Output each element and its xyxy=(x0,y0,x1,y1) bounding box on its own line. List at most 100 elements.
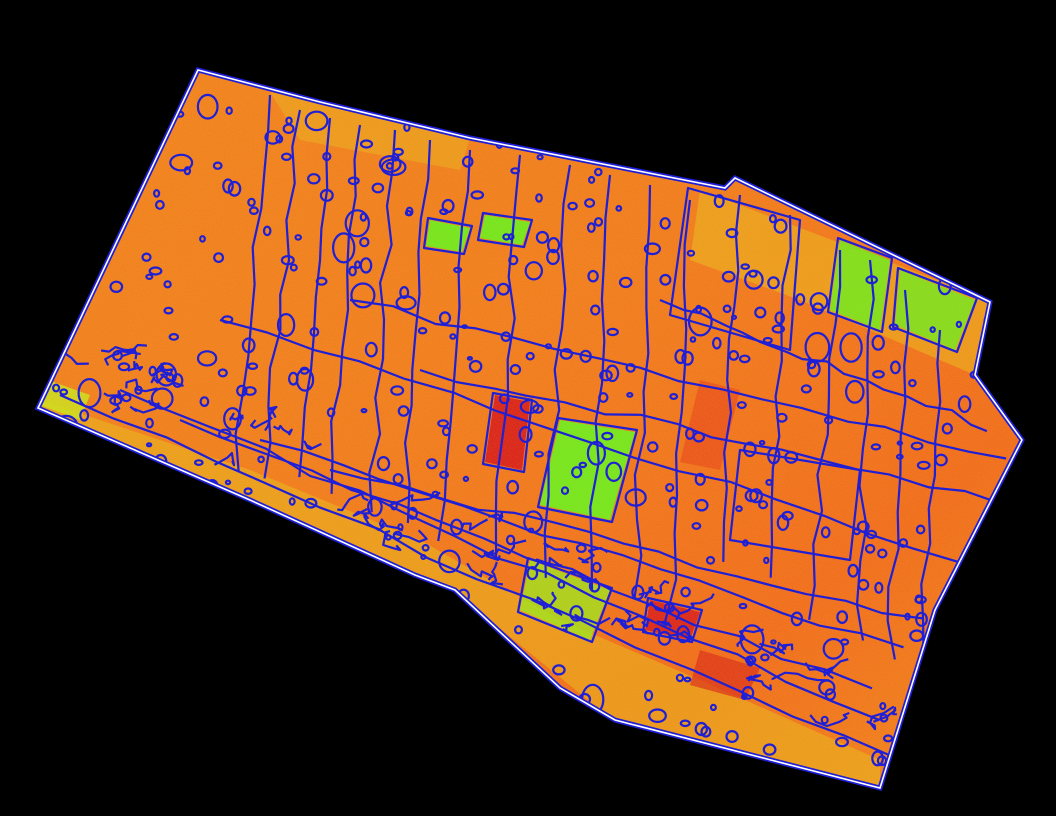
contour-row xyxy=(808,249,842,620)
contour-blob xyxy=(626,392,634,398)
contour-row xyxy=(886,289,910,660)
contour-blob xyxy=(694,472,706,486)
contour-blob xyxy=(643,242,662,256)
contour-blob xyxy=(668,496,678,508)
contour-squiggle xyxy=(337,492,369,512)
contour-squiggle xyxy=(125,378,158,393)
contour-blob xyxy=(871,750,884,767)
contour-squiggle xyxy=(229,412,244,421)
contour-blob xyxy=(392,147,404,157)
contour-row xyxy=(298,117,332,478)
contour-blob xyxy=(740,263,751,270)
contour-squiggle xyxy=(100,343,147,353)
contour-blob xyxy=(669,393,679,401)
contour-blob xyxy=(247,197,256,207)
contour-blob xyxy=(441,198,455,214)
contour-squiggle xyxy=(771,671,830,682)
zone-outline xyxy=(668,186,802,352)
contour-blob xyxy=(243,487,253,496)
contour-squiggle xyxy=(273,424,293,436)
contour-blob xyxy=(904,612,911,621)
contour-blob xyxy=(744,489,759,503)
contour-blob xyxy=(586,222,596,233)
contour-blob xyxy=(742,539,749,547)
contour-blob xyxy=(929,326,936,334)
contour-blob xyxy=(247,362,259,371)
contour-blob xyxy=(482,283,497,302)
contour-row xyxy=(589,174,612,591)
zone-outline xyxy=(516,556,614,644)
contour-squiggle xyxy=(873,706,897,723)
contour-blob xyxy=(762,743,777,756)
contour-blob xyxy=(711,336,722,350)
contour-blob xyxy=(694,498,709,512)
contour-squiggle xyxy=(471,549,501,561)
contour-blob xyxy=(117,362,131,372)
contour-squiggle xyxy=(804,662,834,680)
contour-squiggle xyxy=(638,585,654,599)
contour-row xyxy=(769,214,792,578)
contour-blob xyxy=(754,306,767,319)
contour-blob xyxy=(679,719,691,728)
contour-blob xyxy=(598,392,609,403)
contour-blob xyxy=(518,426,533,444)
contour-blob xyxy=(593,167,603,177)
contour-blob xyxy=(505,534,516,546)
zone-outline xyxy=(481,391,534,474)
contour-blob xyxy=(957,395,972,414)
contour-blob xyxy=(395,295,417,311)
contour-blob xyxy=(587,269,599,283)
contour-blob xyxy=(59,388,69,396)
contour-blob xyxy=(820,715,829,725)
contour-blob xyxy=(544,343,552,350)
contour-blob xyxy=(646,441,659,453)
contour-blob xyxy=(519,399,540,415)
contour-blob xyxy=(857,578,870,591)
contour-blob xyxy=(262,225,272,237)
contour-row xyxy=(664,199,692,622)
contour-blob xyxy=(721,270,736,283)
contour-squiggle xyxy=(531,591,557,610)
contour-blob xyxy=(575,543,587,554)
contour-blob xyxy=(709,703,717,712)
contour-blob xyxy=(510,167,521,175)
contour-blob xyxy=(319,188,334,202)
contour-blob xyxy=(145,273,154,280)
contour-blob xyxy=(236,384,248,397)
contour-blob xyxy=(404,209,412,217)
contour-blob xyxy=(760,653,770,662)
contour-blob xyxy=(332,232,356,264)
contour-blob xyxy=(420,553,427,560)
zone-outline xyxy=(728,448,862,562)
contour-blob xyxy=(322,151,332,162)
contour-blob xyxy=(194,459,204,467)
contour-blob xyxy=(109,280,124,293)
contour-blob xyxy=(800,384,812,394)
contour-blob xyxy=(461,155,474,168)
contour-blob xyxy=(571,466,583,479)
contour-blob xyxy=(371,182,385,194)
zone-outline xyxy=(536,416,639,524)
contour-blob xyxy=(773,218,788,234)
contour-blob xyxy=(736,401,747,410)
contour-band xyxy=(329,468,924,620)
contour-band xyxy=(659,298,988,433)
contour-blob xyxy=(735,505,743,513)
contour-squiggle xyxy=(645,601,681,621)
contour-blob xyxy=(306,173,321,185)
field-boundary-highlight xyxy=(36,69,1023,789)
contour-blob xyxy=(790,611,804,627)
contour-blob xyxy=(615,204,623,212)
contour-blob xyxy=(856,520,870,533)
contour-blob xyxy=(694,721,709,737)
contour-blob xyxy=(153,188,161,198)
contour-squiggle xyxy=(127,361,144,372)
contour-blob xyxy=(287,371,299,386)
zone-outline xyxy=(826,236,894,334)
contour-squiggle xyxy=(648,580,670,595)
contour-blob xyxy=(527,527,535,533)
contour-blob xyxy=(874,581,884,594)
contour-blob xyxy=(624,488,647,507)
contour-blob xyxy=(502,233,511,241)
contour-squiggle xyxy=(543,542,570,553)
